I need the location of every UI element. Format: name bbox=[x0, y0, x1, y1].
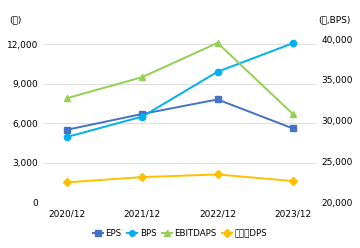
Line: 보통주DPS: 보통주DPS bbox=[64, 171, 296, 186]
EPS bbox=[140, 112, 144, 115]
EPS bbox=[291, 127, 295, 130]
Line: EBITDAPS: EBITDAPS bbox=[64, 40, 296, 117]
BPS bbox=[65, 135, 69, 138]
BPS bbox=[291, 42, 295, 45]
BPS bbox=[215, 70, 220, 73]
Line: BPS: BPS bbox=[64, 40, 296, 140]
EBITDAPS bbox=[215, 41, 220, 44]
EBITDAPS bbox=[140, 76, 144, 79]
Text: (원,BPS): (원,BPS) bbox=[318, 15, 351, 24]
Legend: EPS, BPS, EBITDAPS, 보통주DPS: EPS, BPS, EBITDAPS, 보통주DPS bbox=[89, 225, 271, 241]
보통주DPS bbox=[215, 173, 220, 176]
EBITDAPS bbox=[65, 97, 69, 100]
EBITDAPS bbox=[291, 112, 295, 115]
Line: EPS: EPS bbox=[64, 96, 296, 133]
보통주DPS bbox=[65, 181, 69, 184]
EPS bbox=[215, 98, 220, 101]
EPS bbox=[65, 128, 69, 131]
보통주DPS bbox=[291, 180, 295, 183]
BPS bbox=[140, 115, 144, 118]
Text: (원): (원) bbox=[9, 15, 22, 24]
보통주DPS bbox=[140, 176, 144, 179]
